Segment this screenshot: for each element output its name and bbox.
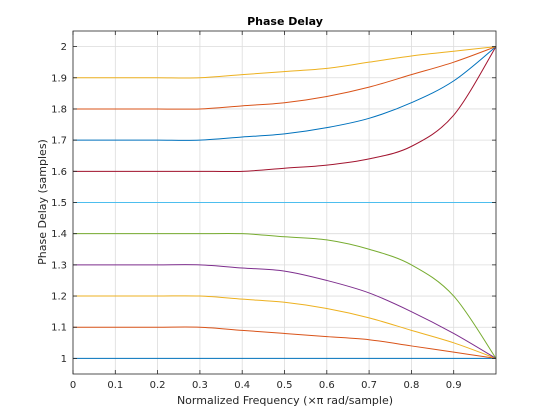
x-tick-labels: 0 0.1 0.2 0.3 0.4 0.5 0.6 0.7 0.8 0.9 [70,380,462,391]
y-tick-label: 1.4 [51,229,67,240]
y-tick-label: 1.9 [51,73,67,84]
ticks [72,31,496,374]
series-line-10 [72,46,497,79]
y-tick-labels: 1 1.1 1.2 1.3 1.4 1.5 1.6 1.7 1.8 1.9 2 [51,42,67,365]
series-line-9 [73,46,497,110]
x-tick-label: 0.7 [361,380,377,391]
chart-title: Phase Delay [247,15,323,28]
y-tick-label: 1.8 [51,104,67,115]
y-tick-label: 1.3 [51,260,67,271]
series-line-2 [73,326,497,359]
y-tick-label: 1.6 [51,167,67,178]
y-tick-label: 1.5 [51,198,67,209]
y-tick-label: 1.1 [51,323,67,334]
series-line-5 [73,232,497,359]
series-lines [72,46,497,359]
x-tick-label: 0.3 [192,380,208,391]
x-tick-label: 0.6 [319,380,335,391]
series-line-3 [73,295,497,359]
y-tick-label: 2 [61,42,67,53]
x-tick-label: 0.5 [277,380,293,391]
series-line-7 [73,46,497,173]
x-tick-label: 0.8 [403,380,419,391]
y-tick-label: 1 [61,354,67,365]
y-tick-label: 1.2 [51,292,67,303]
x-tick-label: 0.1 [107,380,123,391]
series-line-8 [73,46,497,141]
x-tick-label: 0 [70,380,76,391]
y-axis-label: Phase Delay (samples) [36,139,49,265]
y-tick-label: 1.7 [51,136,67,147]
series-line-4 [73,264,497,359]
x-tick-label: 0.9 [446,380,462,391]
x-tick-label: 0.4 [234,380,250,391]
x-axis-label: Normalized Frequency (×π rad/sample) [177,394,393,407]
x-tick-label: 0.2 [150,380,166,391]
